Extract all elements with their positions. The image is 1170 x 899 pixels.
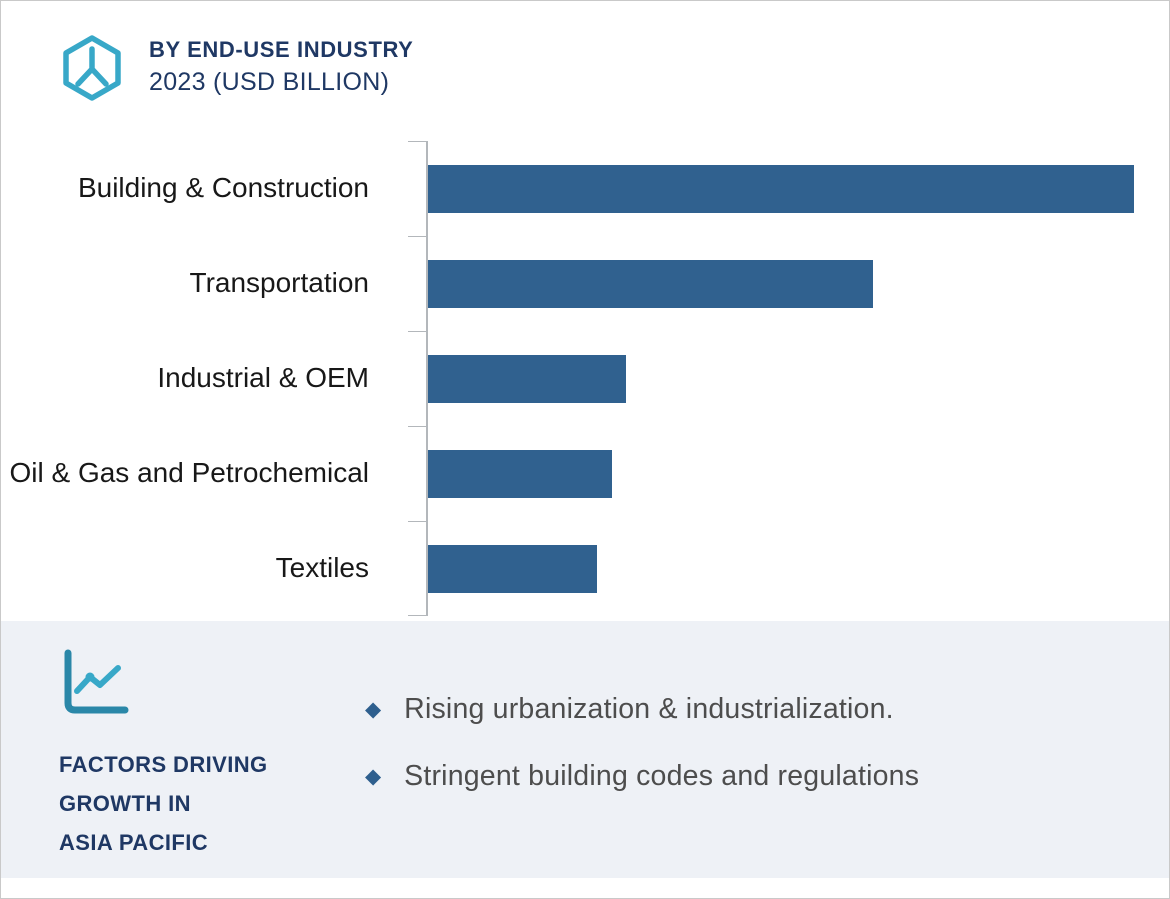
- y-axis-line: [426, 141, 428, 616]
- bullet-item: ◆ Rising urbanization & industrializatio…: [365, 693, 919, 726]
- bar-track: [428, 259, 1134, 308]
- bar: [428, 544, 598, 593]
- bar-row: Textiles: [1, 521, 1169, 616]
- axis-tick: [408, 426, 426, 427]
- axis-tick: [408, 236, 426, 237]
- axis-tick: [408, 141, 426, 142]
- bar-row: Industrial & OEM: [1, 331, 1169, 426]
- bar-category-label: Oil & Gas and Petrochemical: [9, 457, 370, 489]
- diamond-bullet-icon: ◆: [365, 698, 382, 721]
- factors-panel-left: FACTORS DRIVING GROWTH IN ASIA PACIFIC: [1, 621, 303, 878]
- bar-track: [428, 354, 1134, 403]
- line-chart-icon: [59, 647, 131, 719]
- bar-category-label: Industrial & OEM: [157, 362, 369, 394]
- chart-header: BY END-USE INDUSTRY 2023 (USD BILLION): [1, 1, 1169, 141]
- bar-track: [428, 164, 1134, 213]
- diamond-bullet-icon: ◆: [365, 765, 382, 788]
- factors-heading-line: ASIA PACIFIC: [59, 830, 209, 855]
- factors-heading-line: FACTORS DRIVING: [59, 752, 268, 777]
- factors-heading-line: GROWTH IN: [59, 791, 191, 816]
- bar-category-label: Transportation: [189, 267, 370, 299]
- bar: [428, 259, 873, 308]
- factors-heading: FACTORS DRIVING GROWTH IN ASIA PACIFIC: [59, 745, 303, 862]
- bar-chart: Building & Construction Transportation Ind…: [1, 141, 1169, 616]
- bar-category-label: Textiles: [275, 552, 369, 584]
- axis-tick: [408, 521, 426, 522]
- bar-chart-rows: Building & Construction Transportation Ind…: [1, 141, 1169, 616]
- chart-title: BY END-USE INDUSTRY: [149, 37, 414, 62]
- bar: [428, 449, 612, 498]
- factors-panel: FACTORS DRIVING GROWTH IN ASIA PACIFIC ◆…: [1, 621, 1169, 878]
- bullet-text: Stringent building codes and regulations: [404, 760, 920, 792]
- axis-tick: [408, 615, 426, 616]
- bar-row: Oil & Gas and Petrochemical: [1, 426, 1169, 521]
- hexagon-y-logo-icon: [59, 35, 125, 101]
- factors-bullet-list: ◆ Rising urbanization & industrializatio…: [365, 621, 919, 878]
- bar: [428, 354, 626, 403]
- bar-row: Transportation: [1, 236, 1169, 331]
- header-text: BY END-USE INDUSTRY 2023 (USD BILLION): [149, 35, 413, 97]
- bar-row: Building & Construction: [1, 141, 1169, 236]
- bar: [428, 164, 1134, 213]
- bullet-text: Rising urbanization & industrialization.: [404, 693, 894, 725]
- bar-category-label: Building & Construction: [77, 172, 369, 204]
- bar-track: [428, 544, 1134, 593]
- chart-subtitle: 2023 (USD BILLION): [149, 68, 390, 96]
- bullet-item: ◆ Stringent building codes and regulatio…: [365, 760, 919, 793]
- axis-tick: [408, 331, 426, 332]
- bar-track: [428, 449, 1134, 498]
